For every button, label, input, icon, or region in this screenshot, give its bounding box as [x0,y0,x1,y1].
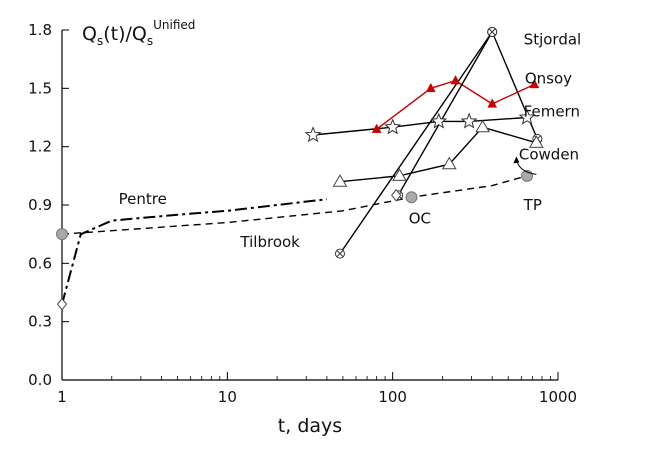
annotation-femern: Femern [524,103,580,121]
y-axis-label: Qs(t)/QsUnified [82,18,195,48]
axes-group: 0.0 0.3 0.6 0.9 1.2 1.5 1.8 1 10 100 1000 [28,21,577,406]
data-point-stjordal [334,248,345,259]
series-lines-group [61,30,538,305]
data-point-femern [430,112,448,129]
cowden-pointer-arrowhead [513,156,520,164]
data-point-oc [487,26,498,37]
series-line-pentre [61,198,328,305]
data-point-onsoy [450,75,461,85]
series-line-oc [397,31,493,196]
annotation-tilbrook: Tilbrook [239,233,300,251]
annotation-onsoy: Onsoy [525,70,572,88]
y-tick-label: 1.5 [28,79,52,97]
data-point-onsoy [487,98,498,108]
series-line-tilbrook [61,175,528,235]
data-point-cowden [529,135,544,148]
data-point-onsoy [425,82,436,93]
y-axis-label-sub1: s [97,34,103,48]
data-point-pentre [56,297,68,311]
annotation-stjordal: Stjordal [524,31,582,49]
y-tick-label: 1.8 [28,21,52,39]
y-axis-label-mid: (t)/Q [103,23,147,45]
y-axis-label-sub2: s [147,34,153,48]
x-axis-label: t, days [278,415,342,437]
annotation-tp: TP [523,196,542,214]
series-line-stjordal [339,30,538,254]
y-tick-label: 0.9 [28,196,52,214]
data-point-cowden [475,119,490,133]
annotation-cowden: Cowden [519,145,579,163]
x-tick-label: 1 [57,388,67,406]
y-axis-label-q1: Q [82,23,97,45]
annotation-pentre: Pentre [119,190,167,208]
x-tick-label: 100 [378,388,407,406]
series-markers-group [56,26,544,311]
y-axis-label-sup: Unified [153,18,195,32]
data-point-extra [391,188,402,202]
annotations-group: Stjordal Onsoy Femern Cowden Pentre Tilbrook O… [119,31,582,251]
data-point-tilbrook [405,191,418,204]
x-tick-label: 1000 [539,388,577,406]
data-point-tilbrook [56,228,68,241]
series-line-cowden [339,126,537,183]
annotation-oc: OC [409,210,431,228]
data-point-onsoy [371,123,382,133]
data-point-femern [304,126,322,143]
y-tick-label: 0.0 [28,371,52,389]
data-point-femern [460,112,478,129]
data-point-cowden [332,174,348,187]
y-tick-label: 1.2 [28,138,52,156]
data-point-onsoy [529,78,540,89]
data-point-femern [384,118,402,135]
data-point-cowden [441,156,457,170]
data-point-cowden [392,168,407,181]
y-tick-label: 0.3 [28,313,52,331]
x-tick-label: 10 [218,388,237,406]
series-line-femern [313,116,528,136]
data-point-femern [518,108,536,125]
y-tick-label: 0.6 [28,254,52,272]
